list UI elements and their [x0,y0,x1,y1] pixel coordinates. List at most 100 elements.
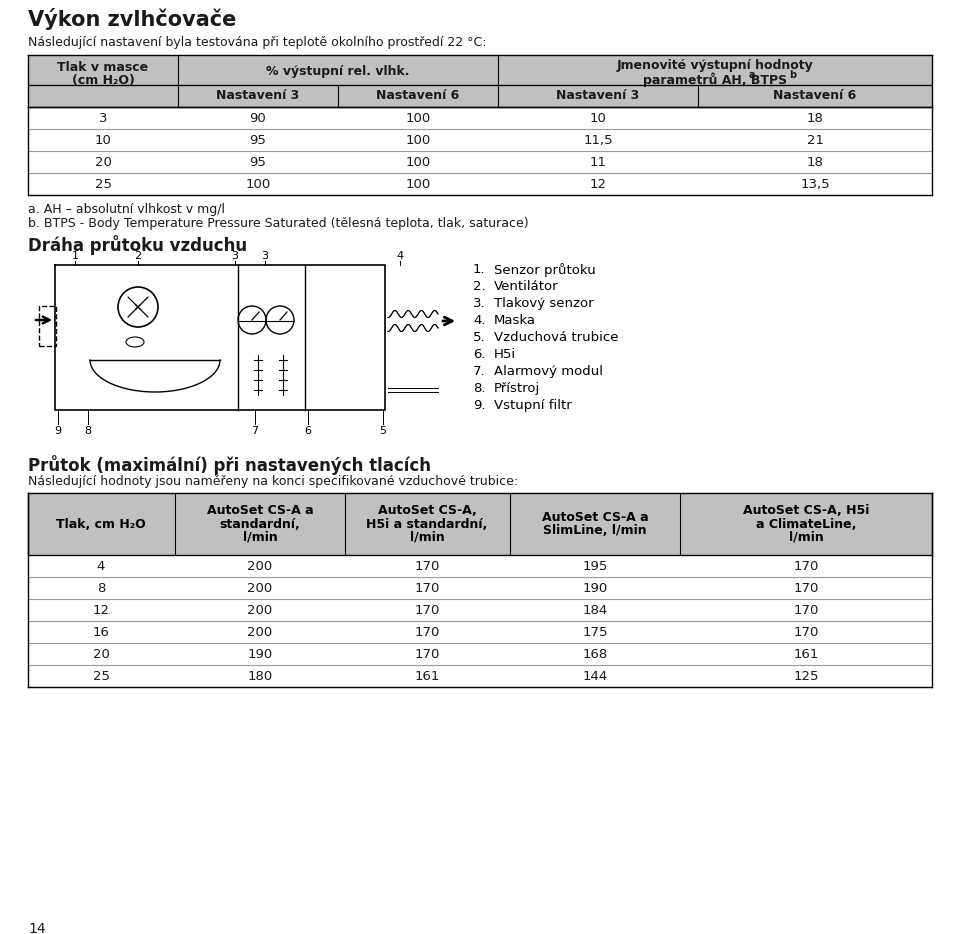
Text: 170: 170 [793,560,819,573]
Text: (cm H₂O): (cm H₂O) [72,74,134,87]
Text: 180: 180 [248,670,273,683]
Text: 10: 10 [589,112,607,125]
Text: % výstupní rel. vlhk.: % výstupní rel. vlhk. [266,65,410,78]
Text: a ClimateLine,: a ClimateLine, [756,517,856,531]
Text: 100: 100 [405,112,431,125]
Text: Jmenovité výstupní hodnoty: Jmenovité výstupní hodnoty [616,59,813,72]
Text: 8: 8 [97,582,106,595]
Text: 3: 3 [231,251,238,261]
Text: 175: 175 [583,626,608,639]
Text: a: a [749,70,756,80]
Text: 9: 9 [55,426,61,436]
Text: SlimLine, l/min: SlimLine, l/min [543,524,647,537]
Text: AutoSet CS-A,: AutoSet CS-A, [377,504,476,517]
Text: Tlak, cm H₂O: Tlak, cm H₂O [56,517,146,531]
Text: 10: 10 [95,134,111,147]
Text: 200: 200 [248,626,273,639]
Text: 4.: 4. [473,314,486,327]
Text: standardní,: standardní, [220,517,300,531]
Text: 190: 190 [248,648,273,661]
Text: 4: 4 [396,251,403,261]
Text: b: b [789,70,796,80]
Bar [39,306,56,346]
Text: 14: 14 [28,922,46,934]
Text: 100: 100 [246,178,271,191]
Text: l/min: l/min [788,531,824,544]
Text: Nastavení 3: Nastavení 3 [557,89,639,102]
Text: 1: 1 [71,251,79,261]
Text: Následující hodnoty jsou naměřeny na konci specifikované vzduchové trubice:: Následující hodnoty jsou naměřeny na kon… [28,475,518,488]
Text: 7.: 7. [473,365,486,378]
Text: 20: 20 [92,648,109,661]
Text: b. BTPS - Body Temperature Pressure Saturated (tělesná teplota, tlak, saturace): b. BTPS - Body Temperature Pressure Satu… [28,217,529,230]
Text: Vstupní filtr: Vstupní filtr [494,399,572,412]
Text: Přístroj: Přístroj [494,382,540,395]
Text: 2.: 2. [473,280,486,293]
Text: Nastavení 6: Nastavení 6 [774,89,856,102]
Text: 4: 4 [97,560,106,573]
Text: 125: 125 [793,670,819,683]
Text: AutoSet CS-A, H5i: AutoSet CS-A, H5i [743,504,869,517]
Text: 100: 100 [405,134,431,147]
Text: 200: 200 [248,604,273,617]
Text: 25: 25 [92,670,109,683]
Text: 25: 25 [94,178,111,191]
Text: Maska: Maska [494,314,536,327]
Text: 170: 170 [415,604,440,617]
Text: 161: 161 [793,648,819,661]
Text: 21: 21 [806,134,824,147]
Text: Tlak v masce: Tlak v masce [58,61,149,74]
Text: l/min: l/min [243,531,277,544]
Text: Dráha průtoku vzduchu: Dráha průtoku vzduchu [28,235,247,255]
Text: Vzduchová trubice: Vzduchová trubice [494,331,618,344]
Text: 6: 6 [304,426,311,436]
Text: 3: 3 [99,112,108,125]
Text: H5i: H5i [494,348,516,361]
Text: 3.: 3. [473,297,486,310]
Text: 5.: 5. [473,331,486,344]
Text: Alarmový modul: Alarmový modul [494,365,603,378]
Text: 18: 18 [806,156,824,169]
Text: l/min: l/min [410,531,444,544]
Text: 2: 2 [134,251,141,261]
Text: Tlakový senzor: Tlakový senzor [494,297,593,310]
Text: 200: 200 [248,560,273,573]
Text: 200: 200 [248,582,273,595]
Text: Následující nastavení byla testována při teplotě okolního prostředí 22 °C:: Následující nastavení byla testována při… [28,36,487,49]
Text: AutoSet CS-A a: AutoSet CS-A a [541,511,648,524]
Text: Průtok (maximální) při nastavených tlacích: Průtok (maximální) při nastavených tlací… [28,455,431,475]
Text: 12: 12 [92,604,109,617]
Text: 170: 170 [793,582,819,595]
Text: 8.: 8. [473,382,486,395]
Text: 11,5: 11,5 [583,134,612,147]
Text: parametrů AH, BTPS: parametrů AH, BTPS [643,72,787,87]
Text: 170: 170 [415,582,440,595]
Text: 9.: 9. [473,399,486,412]
Text: Nastavení 6: Nastavení 6 [376,89,460,102]
Text: 170: 170 [793,626,819,639]
Text: Ventilátor: Ventilátor [494,280,559,293]
Text: 95: 95 [250,156,267,169]
Text: 170: 170 [415,560,440,573]
Text: 161: 161 [415,670,440,683]
Text: 3: 3 [261,251,269,261]
Text: 95: 95 [250,134,267,147]
Text: AutoSet CS-A a: AutoSet CS-A a [206,504,313,517]
Text: Senzor průtoku: Senzor průtoku [494,263,596,277]
Text: 7: 7 [252,426,258,436]
Text: 144: 144 [583,670,608,683]
Text: 190: 190 [583,582,608,595]
Text: 170: 170 [415,626,440,639]
Text: 13,5: 13,5 [801,178,829,191]
Text: 100: 100 [405,178,431,191]
Text: 170: 170 [415,648,440,661]
Text: 184: 184 [583,604,608,617]
Text: 170: 170 [793,604,819,617]
Text: a. AH – absolutní vlhkost v mg/l: a. AH – absolutní vlhkost v mg/l [28,203,225,216]
Text: 90: 90 [250,112,266,125]
Text: 8: 8 [84,426,91,436]
Text: 100: 100 [405,156,431,169]
Text: 195: 195 [583,560,608,573]
Text: 1.: 1. [473,263,486,276]
Text: 12: 12 [589,178,607,191]
